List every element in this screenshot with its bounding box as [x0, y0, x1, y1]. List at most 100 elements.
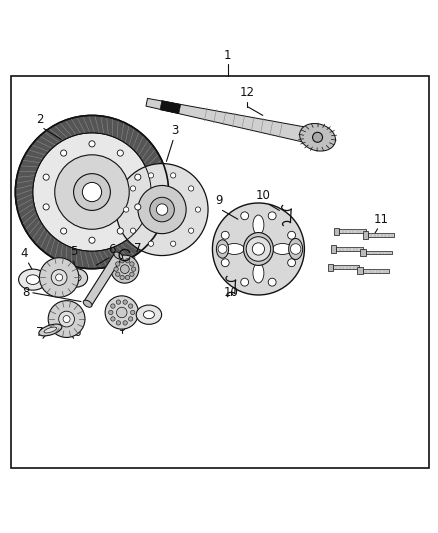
Circle shape [33, 133, 151, 251]
Circle shape [218, 245, 227, 253]
Circle shape [55, 155, 129, 229]
Circle shape [117, 307, 127, 318]
Circle shape [212, 203, 304, 295]
Text: 6: 6 [73, 326, 81, 339]
Text: 5: 5 [118, 320, 125, 334]
Ellipse shape [26, 275, 39, 285]
Circle shape [188, 228, 194, 233]
Circle shape [111, 317, 115, 321]
Circle shape [43, 204, 49, 210]
Circle shape [60, 228, 67, 234]
Text: 10: 10 [255, 189, 270, 202]
Circle shape [130, 262, 134, 266]
Text: 4: 4 [20, 247, 28, 260]
Circle shape [313, 132, 322, 142]
Circle shape [131, 310, 135, 314]
Ellipse shape [144, 311, 154, 319]
Ellipse shape [216, 240, 229, 258]
Ellipse shape [253, 263, 264, 283]
Text: 7: 7 [134, 241, 142, 255]
Ellipse shape [44, 327, 57, 333]
Ellipse shape [272, 244, 293, 254]
Bar [363, 231, 368, 238]
Ellipse shape [289, 238, 303, 260]
Circle shape [288, 231, 296, 239]
Circle shape [241, 278, 249, 286]
Circle shape [123, 300, 127, 304]
Text: 6: 6 [108, 243, 116, 255]
Circle shape [170, 241, 176, 246]
Circle shape [111, 255, 139, 283]
Circle shape [241, 212, 249, 220]
Circle shape [74, 174, 110, 211]
Text: 10: 10 [224, 286, 239, 300]
Bar [357, 268, 363, 274]
Circle shape [120, 265, 129, 273]
Text: 11: 11 [374, 213, 389, 226]
Text: 12: 12 [240, 86, 255, 99]
Circle shape [123, 321, 127, 325]
Ellipse shape [18, 269, 47, 290]
Circle shape [120, 259, 124, 263]
Bar [336, 247, 363, 251]
Circle shape [43, 174, 49, 180]
Circle shape [60, 150, 67, 156]
Bar [363, 269, 389, 273]
Circle shape [221, 259, 229, 266]
Circle shape [114, 267, 118, 271]
Circle shape [131, 267, 136, 271]
Circle shape [268, 278, 276, 286]
Circle shape [111, 304, 115, 308]
Text: 9: 9 [215, 195, 223, 207]
Circle shape [131, 228, 136, 233]
Circle shape [135, 174, 141, 180]
Circle shape [15, 115, 169, 269]
Text: 7: 7 [35, 326, 43, 339]
Ellipse shape [72, 274, 81, 281]
Circle shape [170, 173, 176, 178]
Circle shape [105, 296, 138, 329]
Circle shape [116, 262, 120, 266]
Circle shape [288, 259, 296, 266]
Circle shape [63, 316, 70, 322]
Circle shape [56, 274, 63, 281]
Text: 2: 2 [35, 114, 43, 126]
Circle shape [156, 204, 168, 215]
Text: 8: 8 [23, 286, 30, 300]
Circle shape [125, 259, 130, 263]
Circle shape [82, 182, 102, 201]
Bar [334, 228, 339, 235]
Text: 5: 5 [70, 245, 77, 258]
Polygon shape [146, 99, 319, 145]
Circle shape [130, 272, 134, 277]
Circle shape [48, 301, 85, 337]
Circle shape [138, 185, 186, 233]
Circle shape [120, 275, 124, 280]
Circle shape [125, 275, 130, 280]
Bar [331, 245, 336, 253]
Circle shape [124, 207, 129, 212]
Circle shape [221, 231, 229, 239]
Circle shape [188, 186, 194, 191]
Ellipse shape [253, 215, 264, 235]
Bar [360, 249, 366, 256]
Ellipse shape [114, 252, 123, 259]
Bar [328, 264, 333, 271]
Circle shape [135, 204, 141, 210]
Circle shape [51, 270, 67, 285]
Circle shape [109, 310, 113, 314]
Text: 1: 1 [224, 49, 232, 61]
Ellipse shape [300, 124, 336, 151]
Circle shape [195, 207, 201, 212]
Circle shape [116, 164, 208, 255]
Text: 3: 3 [172, 124, 179, 138]
Circle shape [116, 321, 120, 325]
Circle shape [116, 272, 120, 277]
Circle shape [39, 258, 79, 297]
Circle shape [290, 244, 301, 254]
Ellipse shape [244, 232, 273, 265]
Bar [368, 233, 394, 237]
Circle shape [89, 141, 95, 147]
Circle shape [128, 317, 133, 321]
Circle shape [116, 300, 120, 304]
